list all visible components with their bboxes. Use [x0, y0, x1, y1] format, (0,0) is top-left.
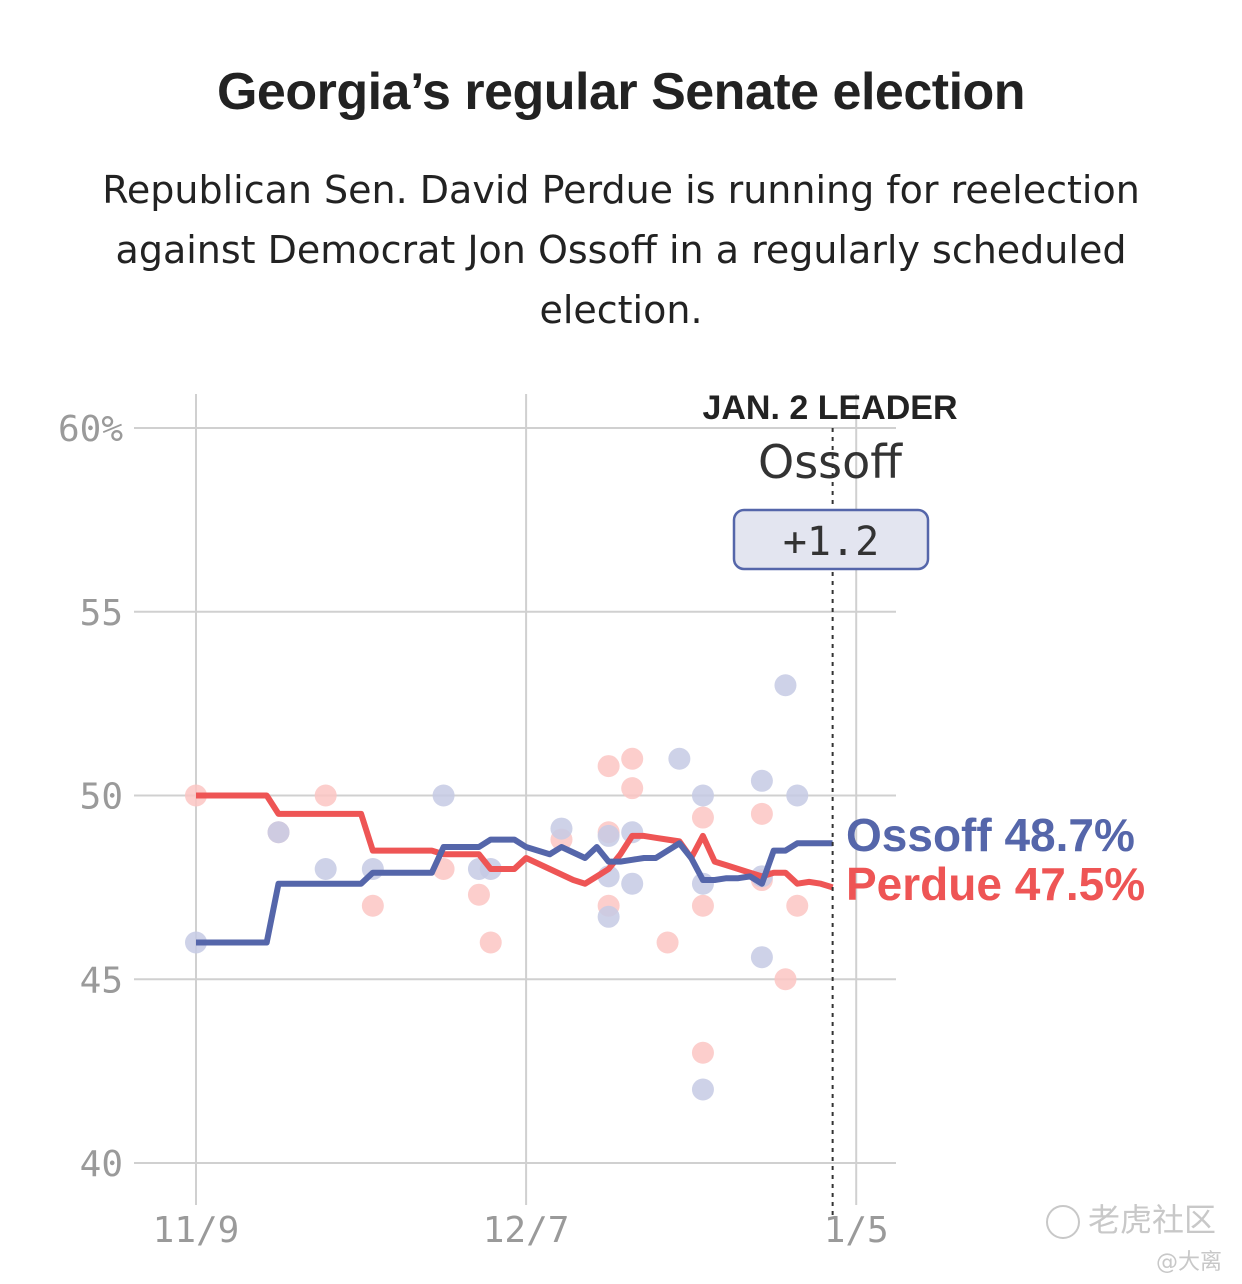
ossoff-trend-line	[196, 836, 833, 946]
perdue-poll-dot	[750, 802, 773, 825]
watermark-user: @大离	[1156, 1250, 1223, 1275]
y-axis: 40 45 50 55 60%	[58, 409, 123, 1185]
y-tick-label: 45	[80, 960, 123, 1001]
ossoff-poll-dot	[774, 674, 797, 697]
ossoff-poll-dot	[597, 905, 620, 928]
perdue-poll-dot	[691, 806, 714, 829]
watermark-logo-icon	[1046, 1205, 1080, 1239]
ossoff-poll-dot	[691, 784, 714, 807]
ossoff-poll-dot	[621, 872, 644, 895]
perdue-poll-dot	[621, 747, 644, 770]
perdue-poll-dot	[479, 931, 502, 954]
perdue-poll-dot	[467, 883, 490, 906]
watermark-brand: 老虎社区	[1046, 1195, 1216, 1241]
perdue-end-label: Perdue 47.5%	[846, 858, 1145, 910]
ossoff-poll-dot	[314, 858, 337, 880]
x-axis: 11/9 12/7 1/5	[153, 1210, 889, 1251]
perdue-poll-dot	[656, 931, 679, 954]
perdue-poll-dot	[361, 894, 384, 917]
margin-badge	[732, 508, 930, 571]
perdue-poll-dot	[786, 894, 809, 917]
ossoff-poll-dot	[786, 784, 809, 807]
leader-annotation: JAN. 2 LEADER Ossoff +1.2	[702, 389, 958, 1215]
chart-title: Georgia’s regular Senate election	[216, 63, 1026, 121]
perdue-poll-dot	[774, 968, 797, 991]
end-labels: Ossoff 48.7%Perdue 47.5%	[846, 809, 1145, 910]
ossoff-end-label: Ossoff 48.7%	[846, 809, 1135, 861]
perdue-poll-dot	[621, 777, 644, 800]
y-tick-label: 50	[80, 777, 123, 818]
ossoff-poll-dot	[668, 747, 691, 770]
ossoff-poll-dot	[597, 824, 620, 847]
ossoff-poll-dot	[550, 817, 573, 840]
trend-lines	[196, 792, 834, 946]
y-tick-label: 55	[80, 593, 123, 634]
ossoff-poll-dot	[432, 784, 455, 807]
leader-kicker: JAN. 2 LEADER	[702, 389, 957, 427]
ossoff-poll-dot	[691, 1078, 714, 1101]
x-tick-label: 1/5	[824, 1210, 889, 1251]
ossoff-poll-dot	[750, 769, 773, 792]
x-tick-label: 12/7	[483, 1210, 570, 1251]
perdue-poll-dot	[691, 1041, 714, 1064]
watermark-brand-text: 老虎社区	[1088, 1201, 1217, 1239]
leader-name: Ossoff	[758, 435, 903, 489]
x-tick-label: 11/9	[153, 1210, 240, 1251]
chart-subtitle: Republican Sen. David Perdue is running …	[102, 168, 1140, 332]
perdue-poll-dot	[314, 784, 337, 807]
ossoff-poll-dot	[267, 821, 290, 844]
perdue-poll-dot	[597, 755, 620, 778]
y-tick-label: 40	[80, 1144, 123, 1185]
margin-value: +1.2	[783, 519, 879, 565]
ossoff-poll-dot	[750, 946, 773, 969]
perdue-poll-dot	[691, 894, 714, 917]
y-tick-label: 60%	[58, 409, 123, 450]
